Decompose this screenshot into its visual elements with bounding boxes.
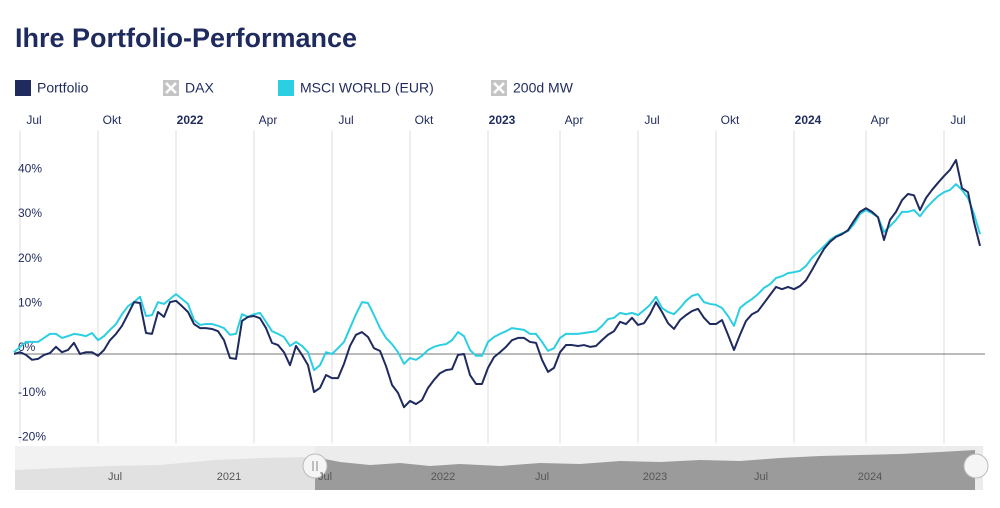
- x-tick-label: Okt: [721, 113, 740, 127]
- navigator: Jul Okt 2022 Apr Jul Okt 2023 Apr Jul Okt 2024 Apr J…: [13, 113, 989, 490]
- navigator-label: 2023: [643, 471, 667, 483]
- x-tick-label: Jul: [644, 113, 659, 127]
- y-tick-label: 20%: [18, 251, 42, 265]
- navigator-label: Jul: [108, 471, 122, 483]
- legend-x: [493, 82, 505, 94]
- x-tick-label: 2022: [177, 113, 204, 127]
- series-line: [13, 183, 981, 372]
- legend-label[interactable]: Portfolio: [37, 80, 89, 96]
- navigator-label: 2024: [858, 471, 882, 483]
- y-tick-label: 30%: [18, 206, 42, 220]
- navigator-label: 2022: [431, 471, 455, 483]
- legend-label[interactable]: MSCI WORLD (EUR): [300, 80, 434, 96]
- y-tick-label: 10%: [18, 295, 42, 309]
- legend-label[interactable]: 200d MW: [513, 80, 574, 96]
- x-tick-label: 2023: [489, 113, 516, 127]
- navigator-label: 2021: [217, 471, 241, 483]
- navigator-area: [315, 450, 975, 490]
- x-tick-label: Okt: [415, 113, 434, 127]
- x-tick-label: 2024: [795, 113, 822, 127]
- navigator-mask: [15, 446, 315, 490]
- legend-swatch: [278, 80, 294, 96]
- y-tick-label: -20%: [18, 430, 46, 444]
- legend-swatch: [15, 80, 31, 96]
- legend-label[interactable]: DAX: [185, 80, 214, 96]
- series-line: [13, 159, 981, 409]
- x-tick-label: Okt: [103, 113, 122, 127]
- legend-x: [165, 82, 177, 94]
- navigator-label: Jul: [535, 471, 549, 483]
- navigator-handle[interactable]: [963, 453, 989, 479]
- navigator-label: Jul: [754, 471, 768, 483]
- y-tick-label: 40%: [18, 161, 42, 175]
- x-tick-label: Apr: [565, 113, 584, 127]
- chart-title: Ihre Portfolio-Performance: [15, 23, 357, 53]
- navigator-area-out: [15, 457, 315, 490]
- navigator-label: Jul: [318, 471, 332, 483]
- x-tick-label: Apr: [259, 113, 278, 127]
- navigator-handle[interactable]: [302, 453, 328, 479]
- x-tick-label: Jul: [26, 113, 41, 127]
- x-tick-label: Jul: [338, 113, 353, 127]
- x-tick-label: Apr: [871, 113, 890, 127]
- y-tick-label: -10%: [18, 385, 46, 399]
- x-tick-label: Jul: [950, 113, 965, 127]
